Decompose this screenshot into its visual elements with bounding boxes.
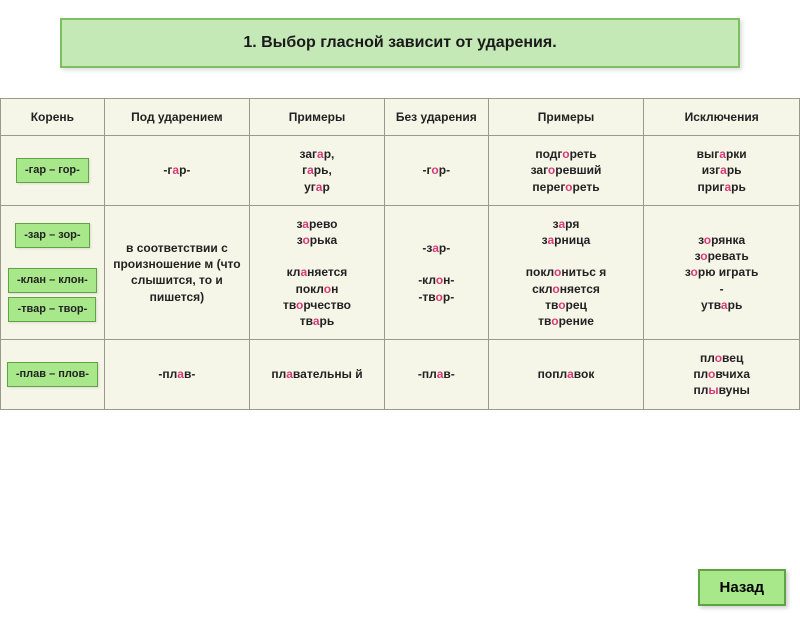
page-title: 1. Выбор гласной зависит от ударения. bbox=[60, 18, 740, 68]
root-badge-plav: -плав – плов- bbox=[7, 362, 98, 387]
unstressed-plav: -плав- bbox=[384, 340, 488, 410]
col-unstressed: Без ударения bbox=[384, 99, 488, 136]
root-badge-tvar: -твар – твор- bbox=[8, 297, 96, 322]
stressed-group: в соответствии с произношение м (что слы… bbox=[104, 205, 249, 339]
examples1-plav: плавательны й bbox=[250, 340, 385, 410]
examples2-group: заря зарница поклонитьс я склоняется тво… bbox=[488, 205, 644, 339]
table-header-row: Корень Под ударением Примеры Без ударени… bbox=[1, 99, 800, 136]
table-row: -плав – плов- -плав- плавательны й -плав… bbox=[1, 340, 800, 410]
root-cell-group: -зар – зор- -клан – клон- -твар – твор- bbox=[1, 205, 105, 339]
exceptions-group: зорянка зоревать зорю играть - утварь bbox=[644, 205, 800, 339]
root-badge-gar: -гар – гор- bbox=[16, 158, 89, 183]
root-cell-gar: -гар – гор- bbox=[1, 136, 105, 206]
examples1-group: зарево зорька кланяется поклон творчеств… bbox=[250, 205, 385, 339]
exceptions-gar: выгарки изгарь пригарь bbox=[644, 136, 800, 206]
back-button[interactable]: Назад bbox=[698, 569, 786, 606]
unstressed-group: -зар- -клон- -твор- bbox=[384, 205, 488, 339]
stressed-gar: -гар- bbox=[104, 136, 249, 206]
table-row: -зар – зор- -клан – клон- -твар – твор- … bbox=[1, 205, 800, 339]
unstressed-gar: -гор- bbox=[384, 136, 488, 206]
exceptions-plav: пловец пловчиха плывуны bbox=[644, 340, 800, 410]
examples1-gar: загар, гарь, угар bbox=[250, 136, 385, 206]
table-row: -гар – гор- -гар- загар, гарь, угар -гор… bbox=[1, 136, 800, 206]
root-badge-zar: -зар – зор- bbox=[15, 223, 89, 248]
examples2-gar: подгореть загоревший перегореть bbox=[488, 136, 644, 206]
root-cell-plav: -плав – плов- bbox=[1, 340, 105, 410]
examples2-plav: поплавок bbox=[488, 340, 644, 410]
root-badge-klan: -клан – клон- bbox=[8, 268, 97, 293]
col-stressed: Под ударением bbox=[104, 99, 249, 136]
rules-table: Корень Под ударением Примеры Без ударени… bbox=[0, 98, 800, 410]
stressed-plav: -плав- bbox=[104, 340, 249, 410]
col-exceptions: Исключения bbox=[644, 99, 800, 136]
col-root: Корень bbox=[1, 99, 105, 136]
col-examples2: Примеры bbox=[488, 99, 644, 136]
col-examples1: Примеры bbox=[250, 99, 385, 136]
